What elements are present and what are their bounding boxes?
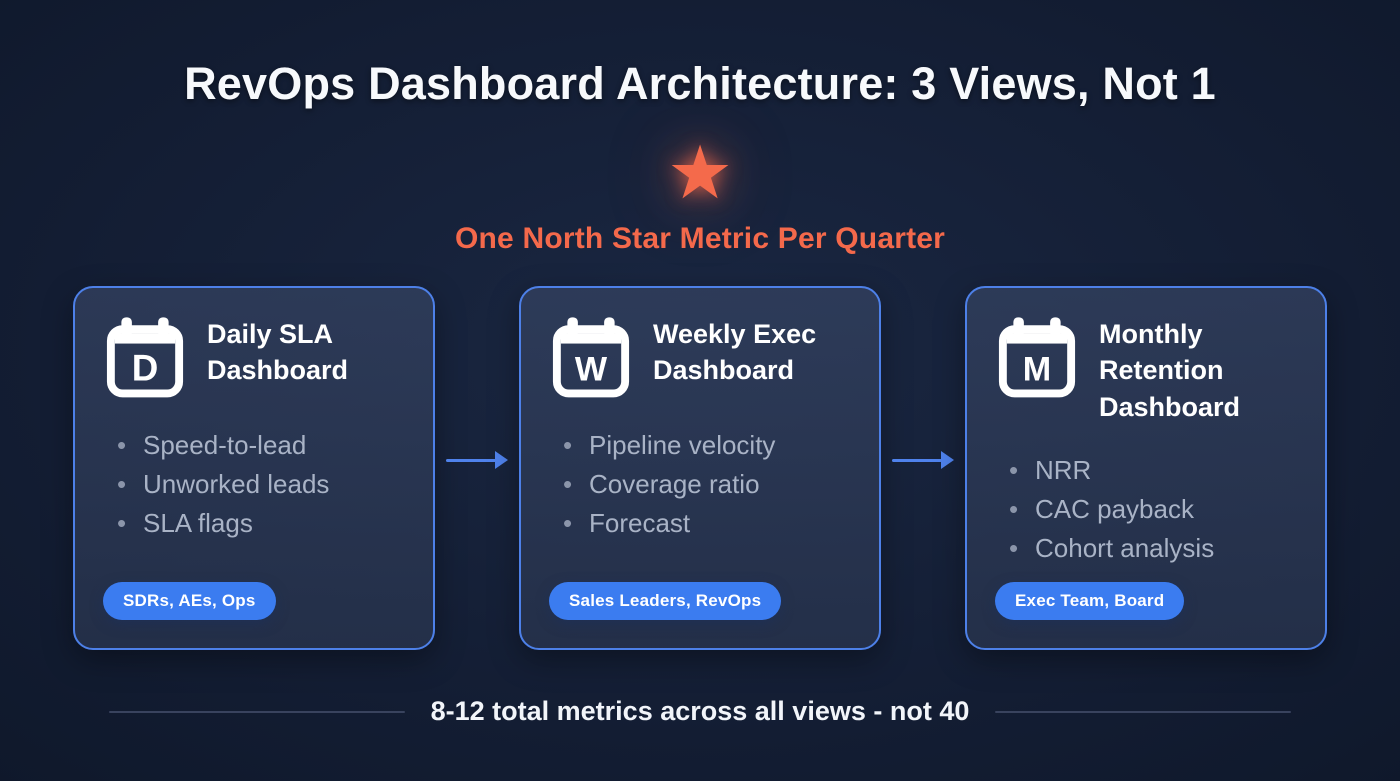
calendar-daily-icon: D: [106, 317, 184, 398]
metric-item: SLA flags: [117, 504, 407, 543]
arrow-line: [892, 458, 942, 462]
divider-line-left: [108, 710, 405, 713]
card-weekly-exec-dashboard: W Weekly Exec Dashboard Pipeline velocit…: [519, 286, 881, 650]
divider-line-right: [995, 710, 1292, 713]
metric-list: Pipeline velocity Coverage ratio Forecas…: [549, 426, 853, 543]
card-daily-sla-dashboard: D Daily SLA Dashboard Speed-to-lead Unwo…: [73, 286, 435, 650]
audience-badge: Sales Leaders, RevOps: [549, 582, 782, 620]
card-monthly-retention-dashboard: M Monthly Retention Dashboard NRR CAC pa…: [965, 286, 1327, 650]
arrow-head: [941, 451, 954, 469]
arrow-line: [446, 458, 496, 462]
card-title: Monthly Retention Dashboard: [1099, 319, 1241, 422]
north-star-label: One North Star Metric Per Quarter: [454, 222, 946, 255]
dashboard-cards-row: D Daily SLA Dashboard Speed-to-lead Unwo…: [73, 286, 1327, 650]
footer-label: 8-12 total metrics across all views - no…: [430, 696, 970, 726]
audience-badge: SDRs, AEs, Ops: [103, 582, 276, 620]
card-header: W Weekly Exec Dashboard: [549, 314, 853, 400]
calendar-letter: M: [1023, 350, 1051, 388]
arrow-right-icon: [435, 451, 519, 469]
page-title: RevOps Dashboard Architecture: 3 Views, …: [184, 58, 1216, 109]
arrow-right-icon: [881, 451, 965, 469]
calendar-letter: D: [132, 347, 159, 388]
card-header: M Monthly Retention Dashboard: [995, 314, 1299, 425]
audience-badge: Exec Team, Board: [995, 582, 1185, 620]
card-header: D Daily SLA Dashboard: [103, 314, 407, 400]
metric-item: Pipeline velocity: [563, 426, 853, 465]
metric-item: Unworked leads: [117, 465, 407, 504]
metric-item: Cohort analysis: [1009, 529, 1299, 568]
calendar-letter: W: [575, 350, 608, 388]
metric-item: Coverage ratio: [563, 465, 853, 504]
metric-list: NRR CAC payback Cohort analysis: [995, 451, 1299, 568]
calendar-weekly-icon: W: [552, 317, 630, 398]
metric-item: NRR: [1009, 451, 1299, 490]
card-title: Daily SLA Dashboard: [207, 319, 349, 386]
metric-item: CAC payback: [1009, 490, 1299, 529]
footer-summary: 8-12 total metrics across all views - no…: [108, 696, 1292, 727]
card-title: Weekly Exec Dashboard: [653, 319, 817, 386]
metric-item: Forecast: [563, 504, 853, 543]
metric-list: Speed-to-lead Unworked leads SLA flags: [103, 426, 407, 543]
arrow-head: [495, 451, 508, 469]
star-icon: ★: [666, 131, 734, 214]
metric-item: Speed-to-lead: [117, 426, 407, 465]
calendar-monthly-icon: M: [998, 317, 1076, 398]
